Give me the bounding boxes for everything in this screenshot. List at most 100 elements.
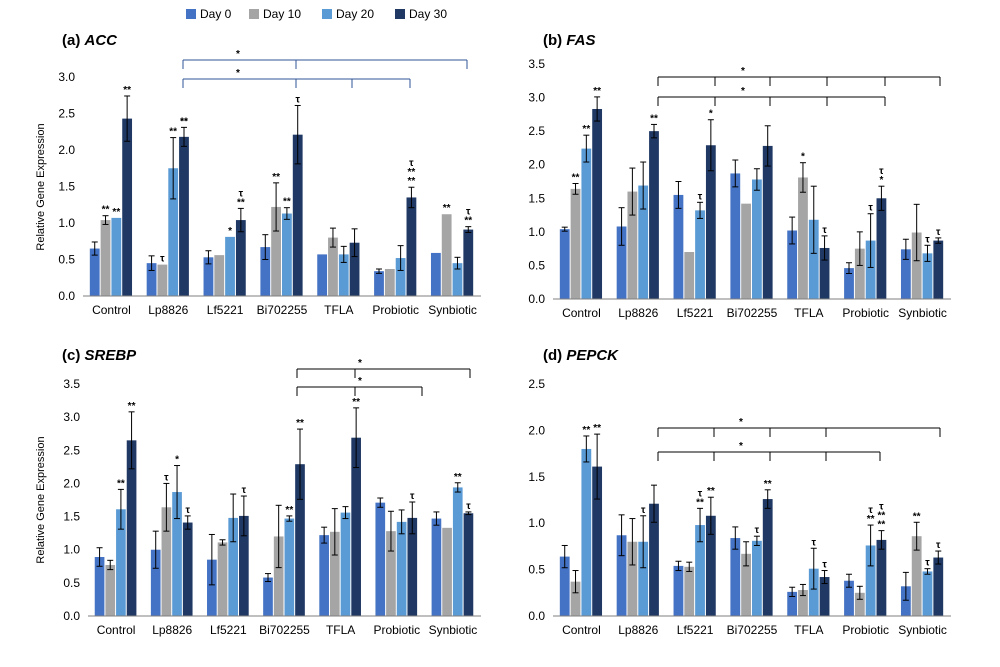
significance-mark: τ	[242, 485, 247, 496]
significance-mark: **	[867, 514, 875, 525]
bar	[179, 136, 189, 296]
x-tick-label: Bi702255	[727, 623, 778, 637]
bar	[911, 536, 922, 616]
significance-mark: **	[464, 216, 472, 227]
significance-mark: **	[454, 472, 462, 483]
bar	[730, 173, 741, 299]
y-tick-label: 2.5	[58, 107, 75, 121]
significance-mark: **	[582, 124, 590, 135]
y-tick-label: 1.0	[63, 543, 80, 557]
x-tick-label: Synbiotic	[898, 623, 947, 637]
significance-mark: **	[582, 425, 590, 436]
y-tick-label: 1.5	[528, 191, 545, 205]
bar	[933, 557, 944, 616]
bar	[351, 437, 361, 616]
legend-label-2: Day 20	[336, 7, 374, 21]
significance-mark: τ	[822, 225, 827, 236]
bar	[876, 198, 887, 299]
significance-mark: τ	[925, 234, 930, 245]
bar	[442, 527, 452, 616]
bar	[627, 541, 638, 616]
bar	[933, 240, 944, 299]
bar	[592, 466, 603, 616]
bar	[161, 507, 172, 616]
comparison-bracket-star: *	[739, 417, 743, 428]
legend-label-3: Day 30	[409, 7, 447, 21]
bar	[217, 542, 228, 616]
bar	[844, 580, 854, 616]
significance-mark: **	[707, 486, 715, 497]
significance-mark: **	[296, 418, 304, 429]
panel-b-fas-chart: (b) FAS 0.0 0.5 1.0 1.5 2.0 2.5 3.0 3.5 Control Lp…	[528, 32, 951, 320]
significance-mark: **	[169, 127, 177, 138]
bar	[386, 531, 396, 616]
significance-mark: τ	[936, 540, 941, 551]
comparison-bracket-star: *	[358, 376, 362, 387]
comparison-bracket-star: *	[236, 68, 240, 79]
y-tick-label: 0.5	[528, 563, 545, 577]
bar	[798, 177, 808, 299]
bar	[105, 564, 116, 616]
significance-mark: τ	[879, 502, 884, 513]
y-tick-label: 2.0	[528, 423, 545, 437]
bar	[430, 252, 441, 296]
bar	[340, 512, 351, 616]
significance-mark: τ	[239, 188, 244, 199]
bar	[126, 440, 137, 616]
bar	[239, 515, 249, 616]
bar	[616, 226, 627, 299]
chart-title-label: (d)	[543, 347, 566, 364]
x-tick-label: Lp8826	[148, 303, 188, 317]
significance-mark: **	[180, 116, 188, 127]
bar	[284, 518, 295, 616]
bar	[787, 591, 798, 616]
y-tick-label: 3.5	[528, 57, 545, 71]
chart-title-gene: SREBP	[85, 347, 138, 364]
x-tick-label: Probiotic	[842, 306, 889, 320]
significance-mark: τ	[164, 472, 169, 483]
chart-title: (c) SREBP	[62, 347, 137, 364]
bar	[406, 197, 417, 296]
y-tick-label: 1.5	[58, 180, 75, 194]
y-tick-label: 3.0	[63, 410, 80, 424]
significance-mark: **	[878, 511, 886, 522]
significance-mark: *	[709, 109, 713, 120]
y-tick-label: 1.5	[528, 470, 545, 484]
y-tick-label: 1.0	[528, 516, 545, 530]
significance-mark: **	[352, 397, 360, 408]
chart-title: (a) ACC	[62, 32, 118, 49]
chart-title-label: (a)	[62, 32, 85, 49]
x-tick-label: Control	[97, 623, 136, 637]
bar	[116, 509, 126, 616]
significance-mark: *	[801, 152, 805, 163]
y-tick-label: 0.0	[58, 289, 75, 303]
bar	[819, 577, 830, 616]
x-tick-label: Lp8826	[618, 306, 658, 320]
significance-mark: *	[879, 175, 883, 186]
comparison-bracket-star: *	[358, 358, 362, 369]
bar	[295, 464, 305, 616]
significance-mark: *	[175, 455, 179, 466]
x-tick-label: Control	[562, 306, 601, 320]
significance-mark: τ	[812, 537, 817, 548]
x-tick-label: TFLA	[324, 303, 353, 317]
bar	[317, 254, 328, 296]
bar	[282, 213, 292, 296]
x-tick-label: Synbiotic	[429, 623, 478, 637]
comparison-bracket-star: *	[741, 86, 745, 97]
significance-mark: τ	[925, 558, 930, 569]
significance-mark: τ	[822, 560, 827, 571]
y-tick-label: 3.0	[528, 91, 545, 105]
bar	[865, 240, 876, 299]
legend-swatch-2	[322, 9, 332, 19]
bar	[705, 145, 716, 299]
bar	[752, 179, 762, 299]
bar	[638, 541, 649, 616]
y-tick-label: 2.0	[528, 158, 545, 172]
bar	[865, 545, 876, 616]
bar	[146, 263, 157, 296]
chart-title-gene: PEPCK	[566, 347, 619, 364]
legend-swatch-3	[395, 9, 405, 19]
x-tick-label: Synbiotic	[898, 306, 947, 320]
